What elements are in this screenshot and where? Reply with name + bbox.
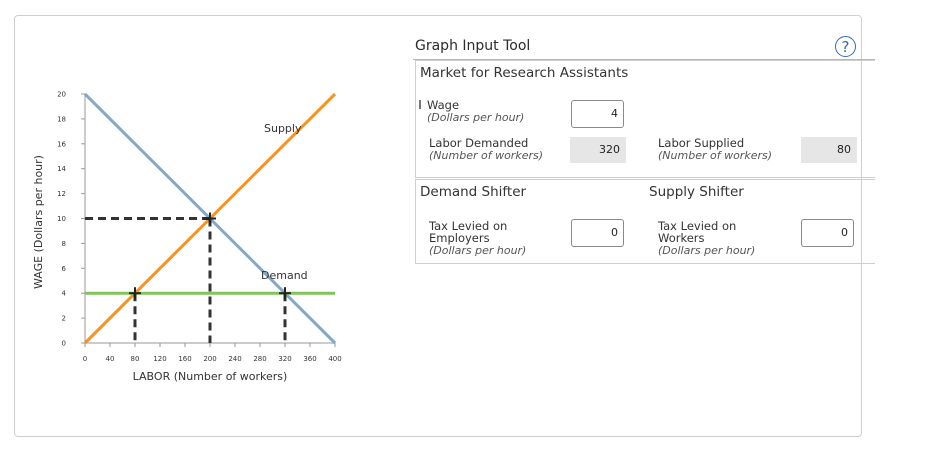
- y-tick-label: 10: [57, 215, 66, 223]
- x-tick-label: 320: [278, 355, 291, 363]
- wage-label-group: Wage (Dollars per hour): [419, 99, 524, 124]
- wage-unit: (Dollars per hour): [427, 111, 525, 124]
- y-tick-label: 8: [62, 240, 66, 248]
- labor-demanded-label: Labor Demanded: [429, 136, 529, 150]
- x-tick-label: 360: [303, 355, 316, 363]
- y-tick-label: 20: [57, 91, 66, 99]
- labor-market-graph[interactable]: WAGE (Dollars per hour) LABOR (Number of…: [0, 0, 380, 453]
- x-tick-label: 240: [228, 355, 241, 363]
- labor-supplied-unit: (Number of workers): [658, 149, 773, 162]
- x-axis-label: LABOR (Number of workers): [133, 370, 288, 383]
- tool-title: Graph Input Tool: [415, 38, 531, 54]
- y-tick-label: 14: [57, 165, 66, 173]
- tax-employers-label-1: Tax Levied on: [429, 219, 508, 233]
- help-divider: [834, 59, 875, 60]
- y-tick-label: 2: [62, 315, 66, 323]
- y-tick-label: 0: [62, 340, 66, 348]
- supply-curve-label: Supply: [264, 122, 302, 135]
- curves: [83, 92, 337, 345]
- tax-workers-label-1: Tax Levied on: [658, 219, 737, 233]
- x-tick-label: 40: [106, 355, 115, 363]
- tax-employers-group: Tax Levied on Employers (Dollars per hou…: [429, 220, 526, 257]
- tax-workers-label-2: Workers: [658, 231, 705, 245]
- demand-curve-label: Demand: [261, 269, 308, 282]
- x-tick-label: 200: [203, 355, 216, 363]
- y-tick-label: 4: [62, 290, 67, 298]
- wage-marker-icon: [419, 100, 421, 109]
- y-axis-label: WAGE (Dollars per hour): [32, 155, 45, 289]
- wage-input[interactable]: 4: [571, 100, 624, 128]
- labor-demanded-value: 320: [570, 137, 626, 163]
- wage-label: Wage: [427, 98, 460, 112]
- tax-workers-unit: (Dollars per hour): [658, 244, 756, 257]
- graph-card: [14, 15, 862, 437]
- tax-employers-input[interactable]: 0: [571, 219, 624, 247]
- x-tick-label: 280: [253, 355, 266, 363]
- tax-workers-input[interactable]: 0: [801, 219, 854, 247]
- tax-employers-label-2: Employers: [429, 231, 490, 245]
- y-tick-label: 12: [57, 190, 66, 198]
- demand-shifter-title: Demand Shifter: [420, 184, 527, 200]
- y-tick-label: 16: [57, 140, 66, 148]
- labor-supplied-label: Labor Supplied: [658, 136, 745, 150]
- x-tick-label: 0: [83, 355, 87, 363]
- tax-employers-unit: (Dollars per hour): [429, 244, 527, 257]
- labor-demanded-unit: (Number of workers): [429, 149, 544, 162]
- labor-demanded-group: Labor Demanded (Number of workers): [429, 137, 543, 162]
- y-tick-label: 6: [62, 265, 67, 273]
- labor-supplied-group: Labor Supplied (Number of workers): [658, 137, 772, 162]
- shifter-section: Demand Shifter Supply Shifter Tax Levied…: [415, 179, 875, 264]
- title-divider: [413, 59, 834, 60]
- help-icon[interactable]: ?: [835, 36, 856, 57]
- x-tick-label: 120: [153, 355, 166, 363]
- tax-workers-group: Tax Levied on Workers (Dollars per hour): [658, 220, 755, 257]
- x-tick-label: 160: [178, 355, 191, 363]
- supply-shifter-title: Supply Shifter: [649, 184, 744, 200]
- labor-supplied-value: 80: [801, 137, 857, 163]
- y-tick-label: 18: [57, 115, 66, 123]
- market-title: Market for Research Assistants: [420, 65, 629, 81]
- market-section: Market for Research Assistants Wage (Dol…: [415, 60, 875, 178]
- x-tick-label: 400: [328, 355, 341, 363]
- x-tick-label: 80: [131, 355, 140, 363]
